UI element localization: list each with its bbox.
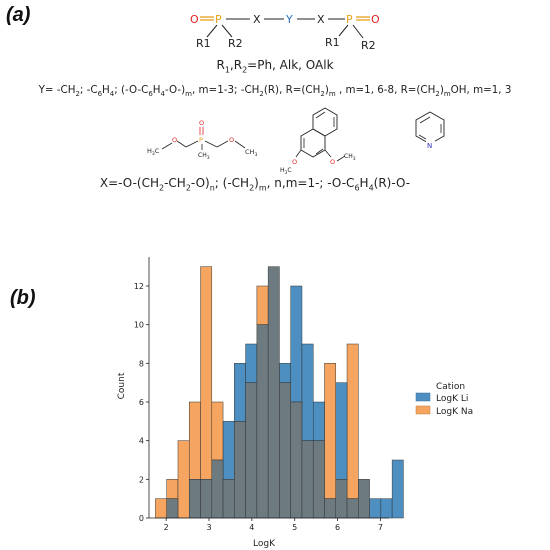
ligand-dimethoxy-naphthalene: O H3C O CH3 bbox=[280, 107, 356, 176]
bar-na bbox=[177, 440, 190, 519]
bar-overlap bbox=[301, 440, 314, 519]
bar-li bbox=[391, 459, 404, 519]
bar-li bbox=[335, 382, 348, 480]
bar-overlap bbox=[290, 401, 303, 519]
x-axis-label: LogK bbox=[253, 539, 276, 549]
x-tick-label: 3 bbox=[206, 523, 211, 532]
bar-overlap bbox=[279, 382, 291, 519]
bar-li bbox=[312, 401, 325, 441]
scheme-p-right: P bbox=[346, 13, 353, 26]
svg-text:CH3: CH3 bbox=[198, 152, 210, 161]
scheme-p-left: P bbox=[215, 13, 222, 26]
ligand-phosphine-oxide: H3C O P O CH3 O CH3 bbox=[147, 119, 257, 161]
ligand1-oxygen-right: O bbox=[229, 136, 234, 144]
scheme-r2-left: R2 bbox=[228, 37, 243, 50]
svg-text:CH3: CH3 bbox=[245, 148, 257, 158]
x-tick-label: 2 bbox=[164, 523, 169, 532]
ligand1-phosphorus: P bbox=[199, 136, 203, 144]
bar-li bbox=[222, 421, 235, 480]
x-tick-label: 5 bbox=[292, 523, 297, 532]
legend-swatch-li bbox=[415, 392, 431, 402]
bar-overlap bbox=[346, 498, 359, 519]
scheme-r1-right: R1 bbox=[325, 36, 340, 49]
bar-na bbox=[155, 498, 167, 519]
bar-na bbox=[346, 343, 359, 499]
y-bridge-line: Y= -CH2; -C6H4; (-O-C6H4-O-)m, m=1-3; -C… bbox=[38, 84, 512, 99]
logk-histogram: 2 3 4 5 6 7 0 2 4 6 8 10 12 LogK Count Cation LogK … bbox=[117, 257, 473, 549]
x-tick-label: 4 bbox=[249, 523, 254, 532]
y-tick-label: 10 bbox=[134, 321, 144, 330]
ligand2-oxygen-left: O bbox=[292, 158, 297, 166]
scheme-y: Y bbox=[285, 13, 293, 26]
bisphosphoryl-scheme: O P X Y X P O R1 R2 R1 R2 bbox=[190, 13, 380, 52]
scheme-o-right: O bbox=[371, 13, 380, 26]
bar-na bbox=[211, 401, 224, 461]
y-tick-label: 6 bbox=[139, 398, 144, 407]
legend-title: Cation bbox=[436, 382, 465, 392]
bar-overlap bbox=[222, 479, 235, 519]
panel-a-label: (a) bbox=[6, 4, 31, 26]
legend-swatch-na bbox=[415, 405, 431, 415]
bar-overlap bbox=[335, 479, 348, 519]
bar-li bbox=[245, 343, 258, 383]
bar-overlap bbox=[188, 479, 201, 519]
bar-na bbox=[188, 401, 201, 480]
bar-na bbox=[166, 479, 179, 499]
x-tick-label: 6 bbox=[335, 523, 340, 532]
bar-overlap bbox=[234, 421, 246, 519]
bar-overlap bbox=[267, 266, 280, 519]
y-tick-label: 12 bbox=[134, 282, 144, 291]
x-tick-label: 7 bbox=[378, 523, 383, 532]
panel-b-label: (b) bbox=[10, 287, 36, 309]
bar-na bbox=[256, 285, 269, 325]
bar-overlap bbox=[200, 479, 213, 519]
legend-entry-na: LogK Na bbox=[436, 407, 473, 417]
svg-text:CH3: CH3 bbox=[344, 153, 356, 162]
bar-li bbox=[290, 285, 303, 403]
ligand1-oxygen-double: O bbox=[199, 119, 204, 127]
bar-li bbox=[369, 498, 382, 519]
legend: Cation LogK Li LogK Na bbox=[415, 382, 473, 417]
bar-overlap bbox=[166, 498, 179, 519]
svg-text:H3C: H3C bbox=[147, 147, 160, 157]
series-na-bars bbox=[155, 266, 359, 519]
bar-overlap bbox=[312, 440, 325, 519]
bar-overlap bbox=[211, 459, 224, 519]
series-li-bars bbox=[222, 285, 404, 519]
bar-overlap bbox=[256, 324, 269, 519]
scheme-x-right: X bbox=[317, 13, 325, 26]
ligand2-oxygen-right: O bbox=[330, 158, 335, 166]
x-ticks: 2 3 4 5 6 7 bbox=[164, 518, 383, 532]
ligand-pyridine: N bbox=[415, 111, 445, 150]
y-tick-label: 8 bbox=[139, 359, 144, 368]
ligand-structures: H3C O P O CH3 O CH3 O H3C O CH3 bbox=[147, 107, 445, 176]
bar-na bbox=[324, 363, 337, 499]
ligand3-nitrogen: N bbox=[427, 142, 432, 150]
bar-li bbox=[234, 363, 246, 422]
y-tick-label: 0 bbox=[139, 514, 144, 523]
bar-overlap bbox=[245, 382, 258, 519]
axes bbox=[148, 257, 389, 519]
scheme-r2-right: R2 bbox=[361, 39, 376, 52]
bar-li bbox=[380, 498, 393, 519]
scheme-x-left: X bbox=[253, 13, 261, 26]
y-tick-label: 2 bbox=[139, 475, 144, 484]
scheme-r1-left: R1 bbox=[196, 37, 211, 50]
bar-li bbox=[301, 343, 314, 441]
y-axis-label: Count bbox=[117, 372, 127, 399]
bar-li bbox=[279, 363, 291, 383]
x-linker-line: X=-O-(CH2-CH2-O)n; (-CH2)m, n,m=1-; -O-C… bbox=[99, 176, 411, 193]
bar-overlap bbox=[358, 479, 370, 519]
y-ticks: 0 2 4 6 8 10 12 bbox=[134, 282, 149, 523]
bar-overlap bbox=[324, 498, 337, 519]
overlap-bars bbox=[166, 266, 370, 519]
svg-text:H3C: H3C bbox=[280, 167, 292, 176]
r-substituents-line: R1,R2=Ph, Alk, OAlk bbox=[216, 58, 334, 75]
y-tick-label: 4 bbox=[139, 437, 144, 446]
legend-entry-li: LogK Li bbox=[436, 394, 468, 404]
bar-na bbox=[200, 266, 213, 480]
ligand1-oxygen-left: O bbox=[172, 136, 177, 144]
scheme-o-left: O bbox=[190, 13, 199, 26]
